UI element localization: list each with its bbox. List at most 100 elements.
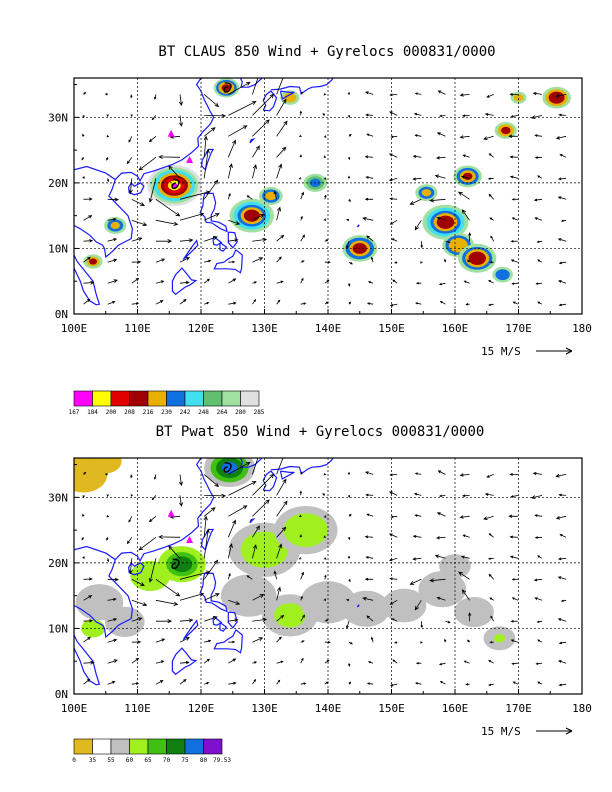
claus-wind-vector bbox=[365, 176, 374, 179]
claus-wind-vector bbox=[465, 303, 470, 306]
pwat-wind-vector bbox=[126, 537, 133, 545]
claus-wind-vector bbox=[252, 145, 260, 158]
claus-coastline bbox=[213, 249, 243, 274]
pwat-wind-vector bbox=[364, 577, 374, 581]
pwat-wind-vector bbox=[414, 472, 422, 475]
claus-wind-vector bbox=[389, 197, 398, 201]
pwat-wind-vector bbox=[409, 578, 422, 585]
pwat-wind-vector bbox=[510, 495, 518, 498]
pwat-wind-vector bbox=[227, 519, 236, 538]
pwat-wind-vector bbox=[346, 621, 350, 629]
pwat-wind-vector bbox=[508, 514, 518, 518]
pwat-wind-vector bbox=[128, 558, 133, 575]
pwat-wind-vector bbox=[155, 680, 164, 685]
pwat-colorbar-label: 0 bbox=[72, 757, 76, 764]
claus-field-blob bbox=[283, 92, 297, 103]
pwat-wind-vector bbox=[203, 658, 211, 664]
claus-wind-vector bbox=[459, 135, 470, 139]
pwat-wind-vector bbox=[536, 620, 543, 623]
claus-wind-vector bbox=[155, 219, 179, 226]
claus-wind-vector bbox=[83, 256, 91, 263]
claus-wind-vector bbox=[81, 157, 84, 161]
claus-wind-vector bbox=[126, 157, 133, 165]
pwat-wind-vector bbox=[370, 636, 374, 643]
claus-x-tick-label: 100E bbox=[61, 322, 88, 335]
pwat-field-blob bbox=[240, 531, 289, 568]
pwat-gyre-markers bbox=[167, 462, 232, 570]
claus-coastline bbox=[74, 254, 101, 306]
pwat-wind-vector bbox=[276, 660, 284, 664]
pwat-wind-vector bbox=[389, 491, 398, 496]
claus-wind-vector bbox=[436, 132, 446, 137]
pwat-wind-vector bbox=[559, 534, 567, 538]
claus-wind-vector bbox=[324, 239, 329, 242]
claus-wind-vector bbox=[252, 119, 270, 137]
claus-wind-vector bbox=[489, 217, 494, 221]
pwat-wind-vector bbox=[324, 659, 330, 664]
pwat-wind-vector bbox=[487, 557, 494, 560]
pwat-wind-vector bbox=[228, 599, 241, 605]
claus-wind-vector bbox=[391, 238, 398, 242]
claus-colorbar-swatch bbox=[221, 390, 241, 407]
claus-wind-vector bbox=[300, 191, 304, 200]
pwat-wind-vector bbox=[511, 578, 518, 581]
pwat-y-tick-label: 20N bbox=[48, 557, 68, 570]
pwat-wind-vector bbox=[558, 493, 567, 497]
claus-gyre-markers bbox=[167, 82, 232, 190]
pwat-wind-vector bbox=[510, 620, 518, 623]
claus-wind-vector bbox=[83, 298, 91, 305]
claus-wind-vector bbox=[179, 238, 194, 243]
claus-wind-vector bbox=[131, 302, 140, 305]
pwat-wind-vector bbox=[436, 512, 446, 517]
pwat-gyre-triangle-marker bbox=[186, 535, 194, 543]
claus-wind-vector bbox=[323, 135, 327, 138]
pwat-wind-vector bbox=[489, 597, 494, 601]
pwat-wind-vector bbox=[532, 471, 543, 476]
pwat-wind-vector bbox=[323, 598, 326, 602]
pwat-wind-vector bbox=[228, 481, 257, 496]
pwat-colorbar-swatch bbox=[73, 738, 93, 755]
pwat-wind-vector bbox=[509, 472, 518, 476]
claus-wind-vector bbox=[204, 113, 227, 118]
claus-wind-vector bbox=[509, 155, 518, 159]
claus-wind-vector bbox=[106, 134, 110, 138]
claus-wind-vector bbox=[512, 301, 519, 305]
claus-wind-vector bbox=[128, 178, 133, 195]
claus-wind-vector bbox=[532, 91, 543, 96]
pwat-wind-vector bbox=[458, 571, 470, 580]
pwat-coastline bbox=[219, 622, 228, 632]
pwat-wind-vector bbox=[204, 616, 218, 622]
claus-wind-vector bbox=[558, 113, 567, 117]
claus-wind-vector bbox=[322, 112, 326, 116]
pwat-wind-vector bbox=[465, 683, 470, 686]
pwat-wind-vector bbox=[390, 515, 398, 519]
pwat-wind-vector bbox=[346, 598, 350, 602]
claus-wind-vector bbox=[323, 155, 327, 159]
pwat-wind-vector bbox=[348, 579, 351, 583]
claus-wind-vector bbox=[179, 298, 187, 305]
claus-wind-vector bbox=[366, 302, 374, 305]
claus-x-tick-label: 120E bbox=[188, 322, 215, 335]
pwat-y-tick-label: 0N bbox=[55, 688, 68, 701]
pwat-wind-vector bbox=[276, 543, 283, 559]
claus-wind-vector bbox=[131, 277, 140, 284]
pwat-cyclone-symbol bbox=[171, 558, 180, 570]
claus-wind-vector bbox=[276, 280, 284, 284]
claus-wind-vector bbox=[414, 302, 422, 305]
claus-wind-vector bbox=[348, 133, 352, 137]
claus-field-blob bbox=[421, 189, 432, 197]
pwat-wind-vector bbox=[155, 578, 181, 597]
pwat-wind-vector bbox=[557, 557, 567, 561]
claus-vector-reference-head bbox=[565, 347, 573, 355]
claus-coastline bbox=[200, 148, 215, 171]
claus-wind-vector bbox=[412, 177, 422, 181]
claus-wind-vector bbox=[131, 237, 143, 242]
claus-wind-vector bbox=[155, 239, 173, 244]
pwat-colorbar-label: 35 bbox=[89, 757, 97, 764]
claus-wind-vector bbox=[155, 258, 166, 263]
claus-wind-vector bbox=[389, 219, 398, 225]
claus-wind-vector bbox=[346, 218, 350, 222]
pwat-wind-vector bbox=[107, 618, 118, 622]
claus-wind-vector bbox=[393, 261, 398, 264]
pwat-wind-vector bbox=[179, 678, 187, 685]
